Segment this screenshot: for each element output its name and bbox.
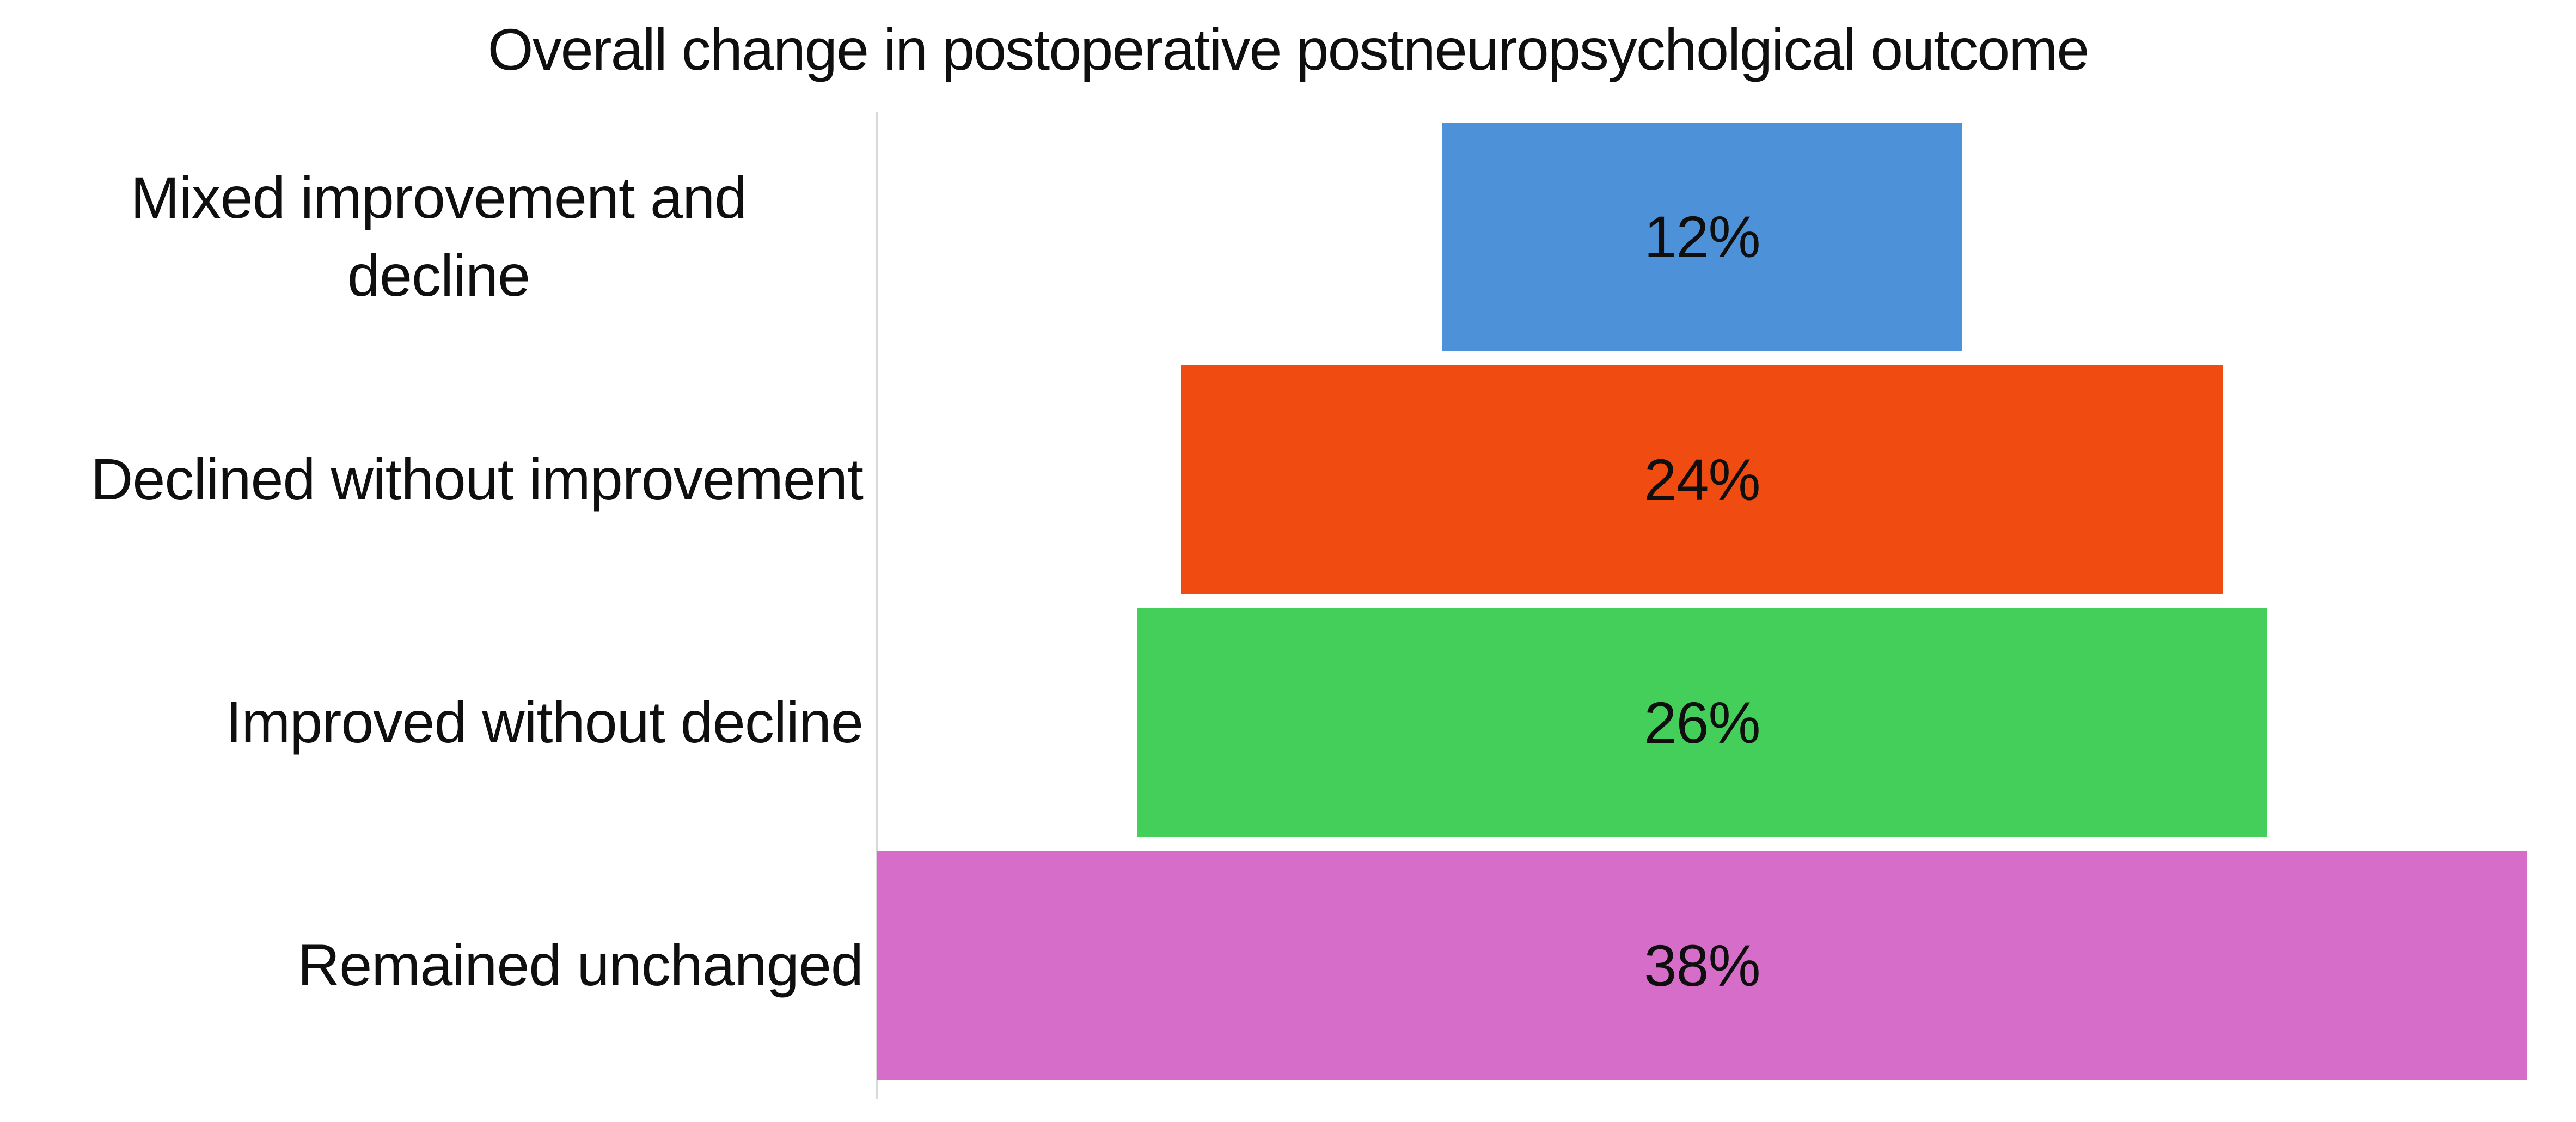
funnel-bar: 38%	[877, 851, 2527, 1080]
funnel-bar: 12%	[1441, 123, 1963, 351]
category-axis-line	[876, 112, 878, 1099]
chart-title: Overall change in postoperative postneur…	[487, 16, 2090, 82]
category-label: Improved without decline	[0, 608, 864, 837]
category-label: Mixed improvement and decline	[0, 123, 877, 351]
category-label-line: Improved without decline	[225, 689, 864, 755]
bar-value-label: 24%	[1644, 447, 1760, 513]
bar-value-label: 26%	[1644, 690, 1760, 755]
bar-value-label: 12%	[1644, 204, 1760, 270]
category-label-line: decline	[347, 242, 530, 308]
category-label: Remained unchanged	[0, 851, 864, 1080]
category-label-line: Remained unchanged	[297, 932, 864, 998]
funnel-bar: 26%	[1137, 608, 2267, 837]
category-label: Declined without improvement	[0, 365, 864, 594]
bar-value-label: 38%	[1644, 932, 1760, 998]
category-label-line: Mixed improvement and	[130, 164, 748, 230]
funnel-bar: 24%	[1181, 365, 2223, 594]
category-label-line: Declined without improvement	[90, 446, 864, 513]
